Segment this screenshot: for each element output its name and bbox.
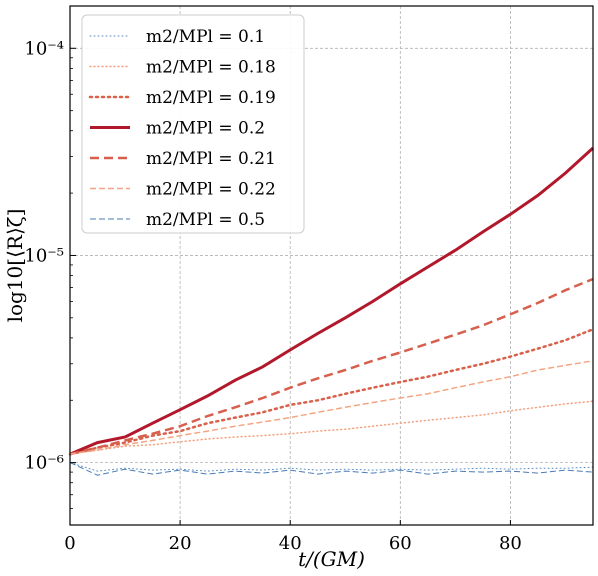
legend-label: m2/MPl = 0.19: [146, 88, 276, 108]
legend-label: m2/MPl = 0.22: [146, 180, 276, 200]
series-line: [69, 400, 594, 455]
series-group: [68, 146, 595, 476]
legend-box: [81, 14, 305, 234]
y-tick-label: 10⁻⁴: [24, 38, 64, 59]
x-tick-label: 0: [64, 533, 75, 554]
series-line: [69, 277, 594, 456]
plot-frame: [69, 5, 594, 526]
legend: m2/MPl = 0.1 m2/MPl = 0.18 m2/MPl = 0.19 m2…: [81, 14, 305, 234]
legend-label: m2/MPl = 0.1: [146, 27, 265, 47]
series-line: [68, 328, 595, 456]
x-tick-label: 60: [389, 533, 412, 554]
legend-label: m2/MPl = 0.2: [146, 119, 265, 139]
legend-label: m2/MPl = 0.5: [146, 210, 265, 230]
x-tick-label: 40: [279, 533, 302, 554]
x-axis-label: t/(GM): [298, 547, 365, 571]
series-line: [69, 360, 594, 455]
y-tick-label: 10⁻⁵: [24, 245, 64, 266]
legend-label: m2/MPl = 0.21: [146, 149, 276, 169]
x-tick-label: 80: [499, 533, 522, 554]
series-line: [69, 146, 595, 456]
legend-label: m2/MPl = 0.18: [146, 58, 276, 78]
x-tick-label: 20: [169, 533, 192, 554]
y-axis-label: log10[⟨R⟩ζ]: [3, 209, 27, 323]
series-line: [69, 462, 594, 476]
ticks: 0 20 40 60 80 10⁻⁶ 10⁻⁵ 10⁻⁴: [24, 38, 521, 554]
y-tick-label: 10⁻⁶: [24, 453, 64, 474]
series-line: [69, 462, 594, 472]
